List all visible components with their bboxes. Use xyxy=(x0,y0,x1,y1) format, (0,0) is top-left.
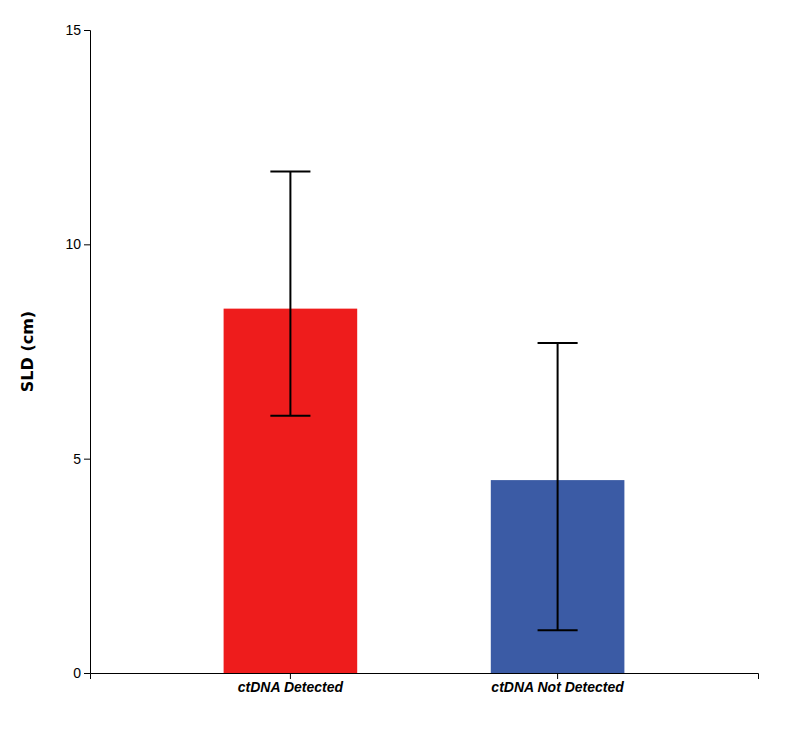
x-axis-line xyxy=(91,674,759,680)
chart-container: 0 5 10 15 ctDNA Detected ctDNA Not Detected SL… xyxy=(0,0,788,743)
error-bar xyxy=(270,171,310,415)
y-tick: 5 xyxy=(73,451,90,467)
y-axis-title: SLD (cm) xyxy=(18,311,37,392)
y-tick-label: 15 xyxy=(65,22,81,38)
y-tick-label: 10 xyxy=(65,236,81,252)
y-tick: 0 xyxy=(73,665,90,681)
x-axis: ctDNA Detected ctDNA Not Detected xyxy=(91,673,759,695)
y-tick: 15 xyxy=(65,22,90,38)
x-tick-label: ctDNA Not Detected xyxy=(491,679,624,695)
y-tick: 10 xyxy=(65,236,90,252)
chart-svg: 0 5 10 15 ctDNA Detected ctDNA Not Detected SL… xyxy=(0,0,788,743)
x-tick: ctDNA Detected xyxy=(238,673,344,695)
y-tick-label: 5 xyxy=(73,451,81,467)
y-tick-label: 0 xyxy=(73,665,81,681)
y-tick-mark xyxy=(84,459,90,460)
y-tick-mark xyxy=(84,244,90,245)
error-bar xyxy=(538,343,578,630)
y-tick-mark xyxy=(84,673,90,674)
y-tick-mark xyxy=(84,30,90,31)
y-axis-line xyxy=(84,31,91,674)
plot-area: 0 5 10 15 ctDNA Detected ctDNA Not Detected xyxy=(65,22,758,695)
marks xyxy=(224,171,625,673)
x-tick-label: ctDNA Detected xyxy=(238,679,344,695)
y-axis: 0 5 10 15 xyxy=(65,22,90,681)
x-tick: ctDNA Not Detected xyxy=(491,673,624,695)
